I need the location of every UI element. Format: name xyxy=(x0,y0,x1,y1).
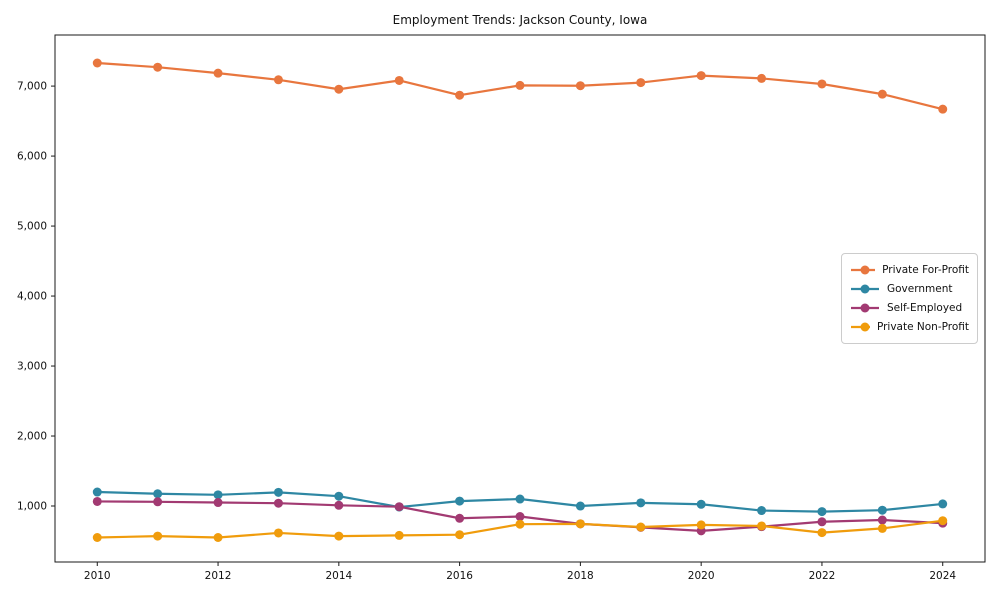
data-point xyxy=(817,507,827,517)
data-point xyxy=(92,496,102,506)
legend-label: Private Non-Profit xyxy=(876,321,969,334)
data-point xyxy=(455,513,465,523)
y-tick-label: 5,000 xyxy=(17,221,47,233)
data-point xyxy=(153,531,163,541)
data-point xyxy=(92,58,102,68)
data-point xyxy=(394,75,404,85)
data-point xyxy=(515,512,525,522)
legend-marker-icon xyxy=(851,303,879,313)
data-point xyxy=(515,80,525,90)
data-point xyxy=(394,530,404,540)
data-point xyxy=(575,81,585,91)
chart-title: Employment Trends: Jackson County, Iowa xyxy=(392,13,648,27)
data-point xyxy=(334,84,344,94)
data-point xyxy=(273,498,283,508)
data-point xyxy=(817,517,827,527)
data-point xyxy=(817,79,827,89)
data-point xyxy=(938,104,948,114)
data-point xyxy=(575,501,585,511)
data-point xyxy=(455,496,465,506)
data-point xyxy=(515,519,525,529)
x-tick-label: 2012 xyxy=(205,570,232,582)
data-point xyxy=(92,487,102,497)
data-point xyxy=(213,68,223,78)
data-point xyxy=(213,498,223,508)
x-tick-label: 2024 xyxy=(929,570,956,582)
data-point xyxy=(213,533,223,543)
data-point xyxy=(636,78,646,88)
data-point xyxy=(696,71,706,81)
x-tick-label: 2016 xyxy=(446,570,473,582)
data-point xyxy=(273,487,283,497)
y-tick-label: 1,000 xyxy=(17,501,47,513)
legend-label: Private For-Profit xyxy=(882,263,969,276)
x-tick-label: 2014 xyxy=(325,570,352,582)
data-point xyxy=(213,490,223,500)
data-point xyxy=(757,506,767,516)
x-tick-label: 2020 xyxy=(688,570,715,582)
y-tick-label: 2,000 xyxy=(17,431,47,443)
data-point xyxy=(153,489,163,499)
data-point xyxy=(334,531,344,541)
y-tick-label: 3,000 xyxy=(17,361,47,373)
x-tick-label: 2022 xyxy=(809,570,836,582)
legend: Private For-Profit Government Self-Employe… xyxy=(841,253,978,344)
data-point xyxy=(455,90,465,100)
data-point xyxy=(636,522,646,532)
data-point xyxy=(515,494,525,504)
legend-item: Private Non-Profit xyxy=(850,319,969,336)
data-point xyxy=(938,499,948,509)
data-point xyxy=(877,505,887,515)
legend-item: Self-Employed xyxy=(850,300,969,317)
data-point xyxy=(696,520,706,530)
data-point xyxy=(877,523,887,533)
data-point xyxy=(153,497,163,507)
legend-label: Government xyxy=(887,282,953,295)
data-point xyxy=(757,73,767,83)
data-point xyxy=(817,528,827,538)
y-tick-label: 4,000 xyxy=(17,291,47,303)
data-point xyxy=(575,519,585,529)
data-point xyxy=(394,502,404,512)
data-point xyxy=(334,491,344,501)
data-point xyxy=(153,62,163,72)
legend-marker-icon xyxy=(851,265,876,274)
data-point xyxy=(334,500,344,510)
data-point xyxy=(696,499,706,509)
data-point xyxy=(455,530,465,540)
x-tick-label: 2018 xyxy=(567,570,594,582)
data-point xyxy=(636,498,646,508)
y-tick-label: 7,000 xyxy=(17,81,47,93)
y-tick-label: 6,000 xyxy=(17,151,47,163)
legend-marker-icon xyxy=(851,322,870,332)
data-point xyxy=(273,75,283,85)
plot-frame xyxy=(54,34,986,563)
data-point xyxy=(877,89,887,99)
data-point xyxy=(273,528,283,538)
legend-item: Government xyxy=(850,280,969,297)
data-point xyxy=(938,516,948,526)
data-point xyxy=(877,515,887,525)
x-tick-label: 2010 xyxy=(84,570,111,582)
legend-label: Self-Employed xyxy=(887,302,963,315)
legend-item: Private For-Profit xyxy=(850,261,969,278)
data-point xyxy=(757,521,767,531)
data-point xyxy=(92,533,102,543)
legend-marker-icon xyxy=(851,284,879,294)
